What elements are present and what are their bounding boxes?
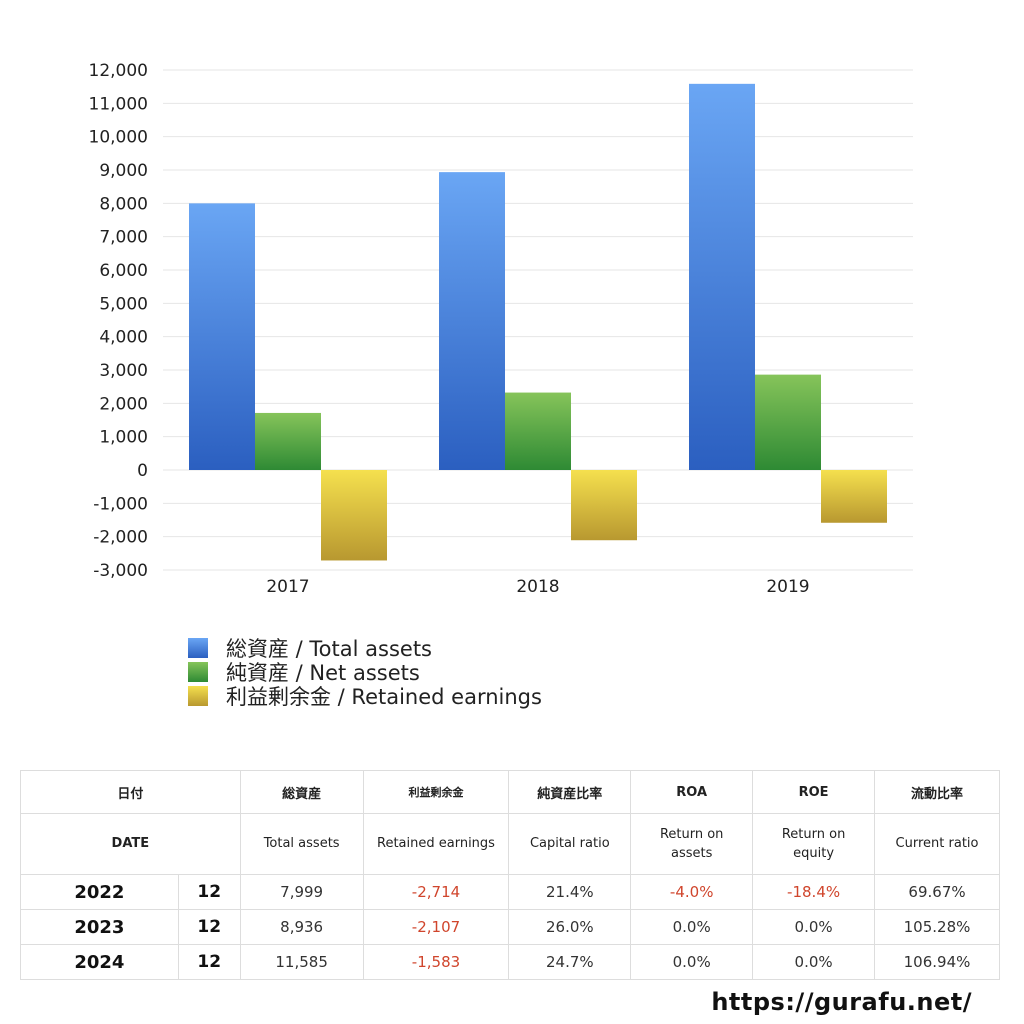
- y-tick-label: 12,000: [89, 61, 148, 81]
- table-header-en: DATE Total assets Retained earnings Capi…: [20, 813, 1000, 875]
- header-total-assets-jp: 総資産: [239, 770, 364, 814]
- header-capital-ratio-en: Capital ratio: [508, 813, 632, 875]
- y-tick-label: 6,000: [99, 261, 148, 281]
- bar-2017-series-2: [321, 470, 387, 561]
- header-roa-en: Return on assets: [630, 813, 754, 875]
- bar-2017-series-1: [255, 412, 321, 470]
- row-roe: -18.4%: [752, 874, 876, 910]
- row-year: 2023: [20, 909, 179, 945]
- header-total-assets-en: Total assets: [239, 813, 364, 875]
- header-roa-en-text: Return on assets: [659, 826, 724, 862]
- row-retained-earnings: -2,107: [362, 909, 510, 945]
- x-tick-label: 2017: [266, 577, 309, 597]
- row-month: 12: [177, 909, 241, 945]
- header-current-ratio-en: Current ratio: [874, 813, 1000, 875]
- bar-2017-series-0: [189, 203, 255, 470]
- y-tick-label: 9,000: [99, 161, 148, 181]
- row-year: 2022: [20, 874, 179, 910]
- bar-2018-series-0: [439, 172, 505, 470]
- y-tick-label: 10,000: [89, 128, 148, 148]
- y-tick-label: -2,000: [93, 528, 148, 548]
- row-retained-earnings: -1,583: [362, 944, 510, 980]
- row-total-assets: 11,585: [239, 944, 364, 980]
- site-url[interactable]: https://gurafu.net/: [711, 988, 972, 1016]
- x-tick-label: 2018: [516, 577, 559, 597]
- bar-2019-series-0: [689, 83, 755, 470]
- y-tick-label: 1,000: [99, 428, 148, 448]
- y-tick-label: 0: [137, 461, 148, 481]
- y-tick-label: 8,000: [99, 194, 148, 214]
- legend-label-total-assets: 総資産 / Total assets: [226, 637, 432, 661]
- row-current-ratio: 106.94%: [874, 944, 1000, 980]
- chart-legend: 総資産 / Total assets 純資産 / Net assets 利益剰余…: [188, 636, 542, 709]
- row-roa: -4.0%: [630, 874, 754, 910]
- chart-area: 12,000 11,000 10,000 9,000 8,000 7,000 6,000 5,…: [89, 61, 913, 597]
- header-roe-en-text: Return on equity: [781, 826, 846, 862]
- row-retained-earnings: -2,714: [362, 874, 510, 910]
- y-tick-label: 2,000: [99, 394, 148, 414]
- row-capital-ratio: 26.0%: [508, 909, 632, 945]
- header-current-ratio-jp: 流動比率: [874, 770, 1000, 814]
- row-current-ratio: 69.67%: [874, 874, 1000, 910]
- row-capital-ratio: 24.7%: [508, 944, 632, 980]
- bar-2019-series-2: [821, 470, 887, 523]
- bar-2019-series-1: [755, 374, 821, 470]
- row-capital-ratio: 21.4%: [508, 874, 632, 910]
- table-header-jp: 日付 総資産 利益剰余金 純資産比率 ROA ROE 流動比率: [20, 770, 1000, 814]
- row-month: 12: [177, 944, 241, 980]
- row-roa: 0.0%: [630, 909, 754, 945]
- table-row: 2023 12 8,936 -2,107 26.0% 0.0% 0.0% 105…: [20, 909, 1000, 945]
- table-row: 2024 12 11,585 -1,583 24.7% 0.0% 0.0% 10…: [20, 944, 1000, 980]
- row-year: 2024: [20, 944, 179, 980]
- row-month: 12: [177, 874, 241, 910]
- y-tick-label: 4,000: [99, 328, 148, 348]
- header-roa-jp: ROA: [630, 770, 754, 814]
- y-tick-label: -3,000: [93, 561, 148, 581]
- y-tick-label: 3,000: [99, 361, 148, 381]
- legend-item-net-assets: 純資産 / Net assets: [188, 660, 542, 685]
- legend-swatch-total-assets: [188, 638, 208, 658]
- header-retained-earnings-en: Retained earnings: [362, 813, 510, 875]
- legend-label-net-assets: 純資産 / Net assets: [226, 661, 420, 685]
- row-roe: 0.0%: [752, 944, 876, 980]
- bar-2018-series-2: [571, 470, 637, 541]
- legend-swatch-retained-earnings: [188, 686, 208, 706]
- y-tick-label: 7,000: [99, 228, 148, 248]
- financial-metrics-table: 日付 総資産 利益剰余金 純資産比率 ROA ROE 流動比率 DATE Tot…: [20, 770, 1000, 980]
- legend-swatch-net-assets: [188, 662, 208, 682]
- row-roe: 0.0%: [752, 909, 876, 945]
- row-total-assets: 8,936: [239, 909, 364, 945]
- header-retained-earnings-jp: 利益剰余金: [362, 770, 510, 814]
- y-tick-label: 11,000: [89, 94, 148, 114]
- header-roe-en: Return on equity: [752, 813, 876, 875]
- row-roa: 0.0%: [630, 944, 754, 980]
- header-roe-jp: ROE: [752, 770, 876, 814]
- legend-item-total-assets: 総資産 / Total assets: [188, 636, 542, 661]
- header-date-en: DATE: [20, 813, 241, 875]
- row-total-assets: 7,999: [239, 874, 364, 910]
- y-tick-label: -1,000: [93, 494, 148, 514]
- legend-item-retained-earnings: 利益剰余金 / Retained earnings: [188, 684, 542, 709]
- header-date-jp: 日付: [20, 770, 241, 814]
- bar-chart: 12,000 11,000 10,000 9,000 8,000 7,000 6,000 5,…: [89, 61, 913, 597]
- legend-label-retained-earnings: 利益剰余金 / Retained earnings: [226, 685, 542, 709]
- x-tick-label: 2019: [766, 577, 809, 597]
- table-row: 2022 12 7,999 -2,714 21.4% -4.0% -18.4% …: [20, 874, 1000, 910]
- header-capital-ratio-jp: 純資産比率: [508, 770, 632, 814]
- y-tick-label: 5,000: [99, 294, 148, 314]
- bar-2018-series-1: [505, 392, 571, 470]
- row-current-ratio: 105.28%: [874, 909, 1000, 945]
